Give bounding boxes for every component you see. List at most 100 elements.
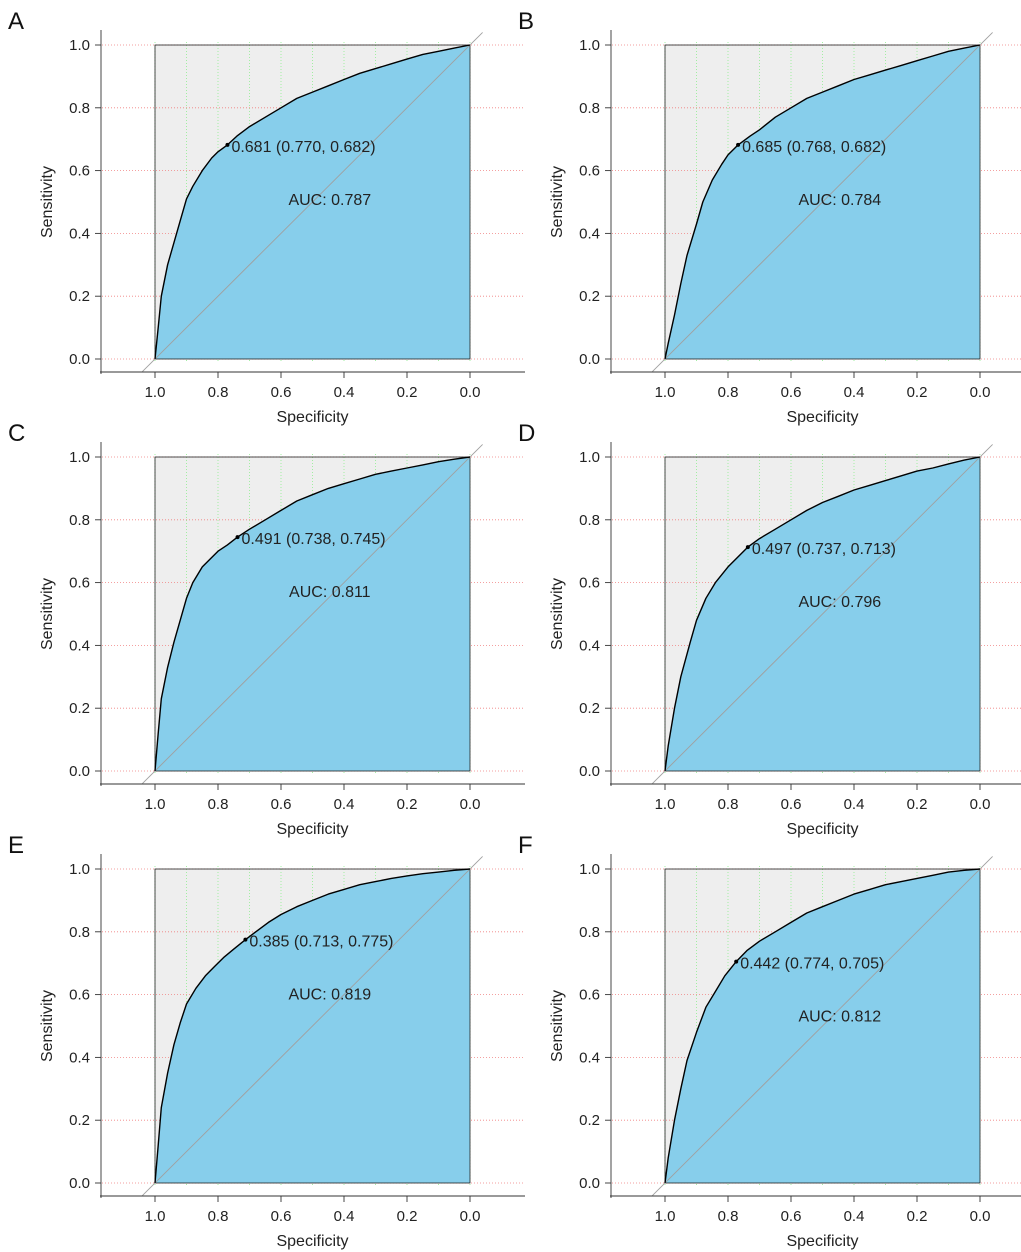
best-threshold-point [745,545,750,550]
y-tick-label: 0.6 [69,575,90,592]
x-tick-label: 1.0 [145,1208,166,1225]
y-tick-label: 0.2 [579,700,600,717]
auc-label: AUC: 0.787 [288,192,371,209]
x-tick-label: 0.2 [907,796,928,813]
best-threshold-point [734,959,739,964]
y-tick-label: 0.4 [69,225,90,242]
best-threshold-point [235,535,240,540]
y-tick-label: 0.2 [69,1112,90,1129]
y-tick-label: 0.4 [579,637,600,654]
roc-panel-d: 0.497 (0.737, 0.713) AUC: 0.796 1.0 0.8 0.6 0… [549,442,1021,838]
y-tick-label: 1.0 [69,37,90,54]
x-tick-label: 0.8 [208,384,229,401]
x-tick-label: 0.4 [334,1208,355,1225]
plot-frame [154,456,471,772]
y-axis-title: Sensitivity [549,990,566,1062]
best-threshold-label: 0.491 (0.738, 0.745) [242,531,386,548]
x-tick-label: 0.8 [718,796,739,813]
auc-label: AUC: 0.796 [798,594,881,611]
y-tick-label: 0.6 [579,163,600,180]
y-tick-label: 0.0 [69,1175,90,1192]
diagonal-line [652,444,993,784]
roc-curve [664,44,981,360]
y-tick-label: 0.0 [579,1175,600,1192]
y-tick-label: 0.6 [579,987,600,1004]
roc-curve [154,868,471,1184]
y-tick-label: 0.6 [579,575,600,592]
x-tick-label: 0.0 [460,384,481,401]
y-tick-label: 0.0 [579,763,600,780]
x-tick-label: 0.0 [460,796,481,813]
y-tick-label: 1.0 [579,861,600,878]
roc-panel-f: 0.442 (0.774, 0.705) AUC: 0.812 1.0 0.8 0.6 0… [549,854,1021,1250]
x-tick-label: 0.8 [718,1208,739,1225]
panel-letter: B [518,8,535,35]
y-tick-label: 0.8 [579,924,600,941]
best-threshold-label: 0.385 (0.713, 0.775) [249,934,393,951]
x-tick-label: 0.6 [781,796,802,813]
best-threshold-point [736,142,741,147]
y-tick-label: 0.0 [69,351,90,368]
x-tick-label: 0.4 [334,796,355,813]
x-tick-label: 0.4 [844,796,865,813]
y-tick-label: 0.8 [69,924,90,941]
x-tick-label: 1.0 [145,384,166,401]
best-threshold-label: 0.442 (0.774, 0.705) [740,956,884,973]
y-tick-label: 1.0 [579,449,600,466]
x-tick-label: 0.0 [460,1208,481,1225]
auc-label: AUC: 0.819 [288,987,371,1004]
y-tick-label: 0.0 [69,763,90,780]
plot-frame [154,44,471,360]
roc-curve [664,868,981,1184]
plot-frame [664,456,981,772]
panel-letter: D [518,420,536,447]
y-tick-label: 0.4 [579,225,600,242]
y-tick-label: 0.6 [69,163,90,180]
x-tick-label: 0.2 [907,384,928,401]
plot-frame [154,868,471,1184]
roc-panel-b: 0.685 (0.768, 0.682) AUC: 0.784 1.0 0.8 0.6 0… [549,30,1021,426]
plot-frame [664,868,981,1184]
y-tick-label: 1.0 [69,449,90,466]
x-tick-label: 0.6 [271,384,292,401]
x-tick-label: 0.4 [334,384,355,401]
panel-letter: F [518,832,533,859]
x-tick-label: 0.6 [271,796,292,813]
best-threshold-label: 0.685 (0.768, 0.682) [742,139,886,156]
diagonal-line [652,856,993,1196]
x-tick-label: 0.2 [907,1208,928,1225]
x-tick-label: 0.8 [208,796,229,813]
y-tick-label: 0.2 [69,288,90,305]
y-tick-label: 1.0 [579,37,600,54]
y-tick-label: 0.4 [69,637,90,654]
y-axis-title: Sensitivity [549,166,566,238]
x-axis-title: Specificity [786,1233,858,1250]
x-tick-label: 0.2 [397,1208,418,1225]
x-tick-label: 1.0 [655,1208,676,1225]
x-tick-label: 0.0 [970,384,991,401]
roc-curve [154,456,471,772]
roc-panel-e: 0.385 (0.713, 0.775) AUC: 0.819 1.0 0.8 0.6 0… [39,854,525,1250]
x-axis-title: Specificity [786,821,858,838]
best-threshold-point [225,142,230,147]
y-tick-label: 0.4 [579,1049,600,1066]
y-axis-title: Sensitivity [39,166,56,238]
roc-panel-c: 0.491 (0.738, 0.745) AUC: 0.811 1.0 0.8 0.6 0… [39,442,525,838]
y-tick-label: 1.0 [69,861,90,878]
roc-curve [664,456,981,772]
plot-frame [664,44,981,360]
x-axis-title: Specificity [276,1233,348,1250]
roc-curve [154,44,471,360]
x-axis-title: Specificity [786,409,858,426]
x-tick-label: 0.6 [781,384,802,401]
diagonal-line [142,444,483,784]
x-tick-label: 0.4 [844,1208,865,1225]
diagonal-line [142,856,483,1196]
x-tick-label: 0.8 [718,384,739,401]
x-tick-label: 0.4 [844,384,865,401]
y-axis-title: Sensitivity [39,990,56,1062]
y-tick-label: 0.6 [69,987,90,1004]
x-tick-label: 0.2 [397,384,418,401]
y-tick-label: 0.8 [579,512,600,529]
